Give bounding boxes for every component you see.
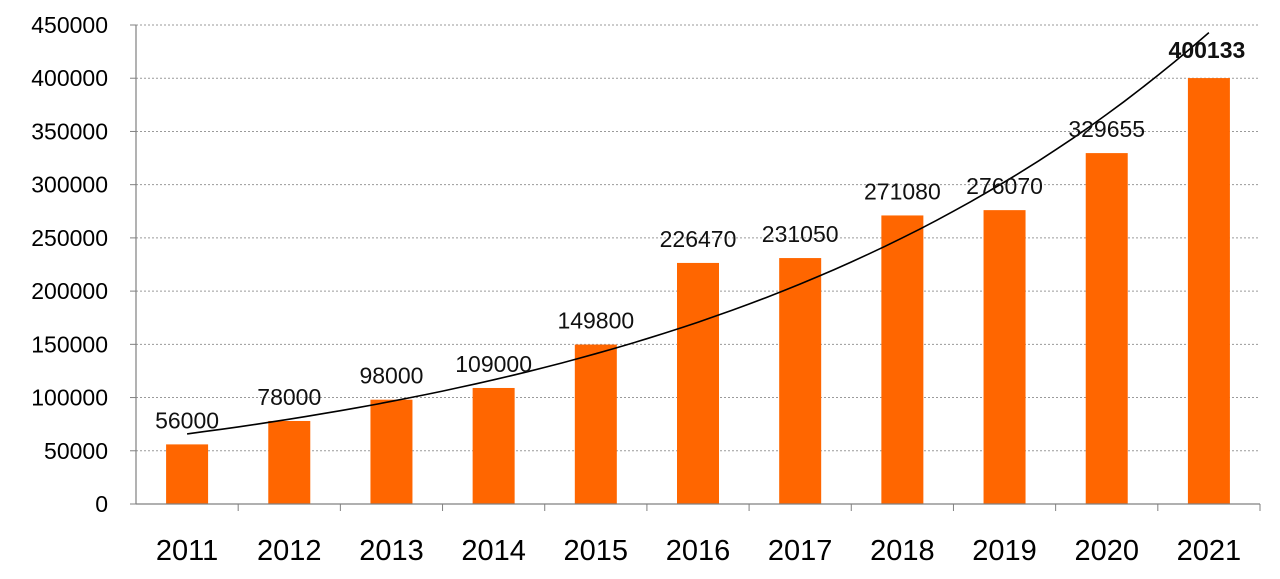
y-axis-ticks: 0 50000 100000 150000 200000 250000 300000 3500…: [31, 12, 136, 517]
data-label-2013: 98000: [359, 363, 423, 389]
x-tick-label-2017: 2017: [768, 535, 833, 567]
y-tick-label: 50000: [44, 438, 108, 464]
x-tick-label-2021: 2021: [1177, 535, 1242, 567]
y-tick-label: 150000: [31, 331, 108, 357]
data-label-2011: 56000: [155, 407, 219, 433]
data-label-2018: 271080: [864, 178, 941, 204]
bar-2017: [779, 258, 822, 504]
bar-2013: [370, 399, 413, 504]
bar-2021: [1187, 78, 1230, 504]
x-tick-label-2013: 2013: [359, 535, 424, 567]
data-label-2020: 329655: [1068, 116, 1145, 142]
bar-2016: [677, 262, 719, 504]
data-labels: 56000 78000 98000 109000 149800 226470 231050 2…: [155, 37, 1245, 433]
bar-2012: [268, 420, 311, 504]
x-tick-label-2014: 2014: [461, 535, 526, 567]
y-tick-label: 0: [95, 491, 108, 517]
x-tick-label-2011: 2011: [156, 535, 218, 567]
bar-2020: [1085, 153, 1128, 504]
data-label-2021: 400133: [1169, 37, 1246, 63]
data-label-2016: 226470: [660, 226, 737, 252]
x-axis-ticks: 2011 2012 2013 2014 2015 2016 2017 2018 2019 2020…: [156, 504, 1261, 567]
data-label-2014: 109000: [455, 351, 532, 377]
data-label-2019: 276070: [966, 173, 1043, 199]
bar-2019: [983, 210, 1026, 504]
y-tick-label: 400000: [31, 65, 108, 91]
bars: [166, 78, 1230, 505]
bar-2015: [574, 344, 617, 504]
data-label-2015: 149800: [557, 308, 634, 334]
y-tick-label: 350000: [31, 118, 108, 144]
y-tick-label: 300000: [31, 172, 108, 198]
y-tick-label: 250000: [31, 225, 108, 251]
data-label-2012: 78000: [257, 384, 321, 410]
x-tick-label-2015: 2015: [564, 535, 629, 567]
x-tick-label-2018: 2018: [870, 535, 935, 567]
bar-2018: [881, 215, 924, 505]
bar-2011: [166, 444, 209, 504]
x-tick-label-2012: 2012: [257, 535, 322, 567]
data-label-2017: 231050: [762, 221, 839, 247]
x-tick-label-2016: 2016: [666, 535, 731, 567]
x-tick-label-2019: 2019: [972, 535, 1037, 567]
y-tick-label: 100000: [31, 385, 108, 411]
y-tick-label: 450000: [31, 12, 108, 38]
x-tick-label-2020: 2020: [1074, 535, 1139, 567]
y-tick-label: 200000: [31, 278, 108, 304]
trendline: [186, 31, 1210, 435]
bar-2014: [472, 387, 515, 504]
